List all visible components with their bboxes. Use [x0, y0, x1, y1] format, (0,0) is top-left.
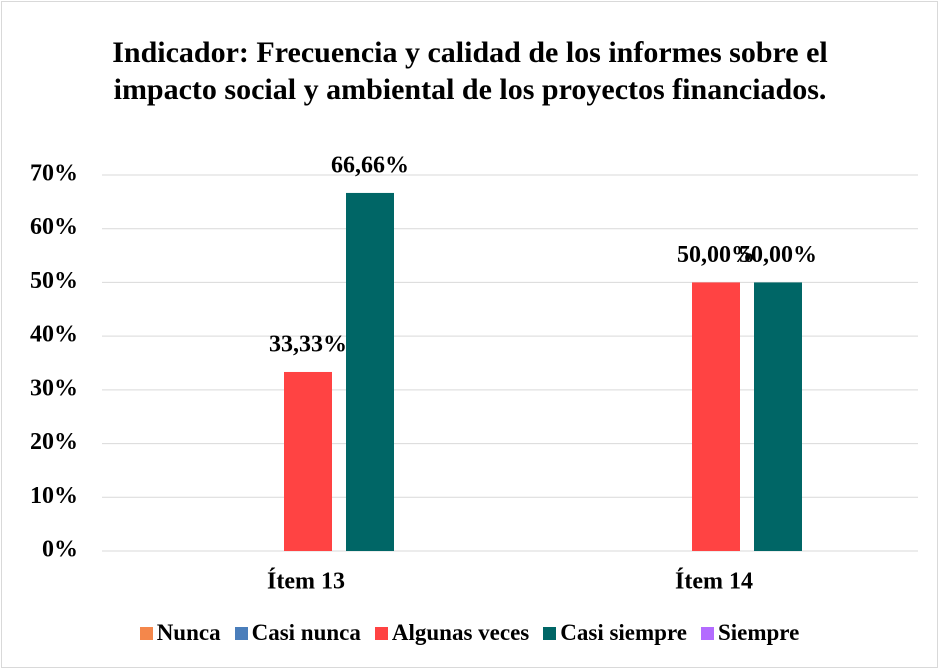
legend: Nunca Casi nunca Algunas veces Casi siempre… [0, 620, 939, 646]
data-label: 33,33% [269, 331, 347, 357]
x-tick-label: Ítem 14 [675, 569, 753, 595]
y-tick-label: 0% [42, 537, 78, 563]
legend-swatch [543, 626, 557, 640]
y-tick-label: 50% [30, 268, 78, 294]
y-tick-label: 70% [30, 161, 78, 187]
bar [284, 371, 332, 551]
legend-label: Casi siempre [560, 620, 687, 645]
y-tick-label: 60% [30, 214, 78, 240]
y-tick-label: 10% [30, 483, 78, 509]
y-tick-label: 20% [30, 429, 78, 455]
legend-item: Siempre [700, 620, 800, 646]
y-tick-label: 30% [30, 375, 78, 401]
legend-item: Casi nunca [234, 620, 361, 646]
bar [346, 192, 394, 552]
data-label: 50,00% [677, 242, 755, 268]
legend-item: Algunas veces [374, 620, 530, 646]
y-tick-label: 40% [30, 322, 78, 348]
x-tick-label: Ítem 13 [267, 569, 345, 595]
legend-swatch [700, 626, 714, 640]
legend-swatch [234, 626, 248, 640]
data-label: 50,00% [739, 242, 817, 268]
legend-item: Casi siempre [543, 620, 687, 646]
data-label: 66,66% [331, 152, 409, 178]
chart-title: Indicador: Frecuencia y calidad de los i… [112, 36, 828, 106]
legend-label: Nunca [156, 620, 221, 645]
legend-swatch [139, 626, 153, 640]
legend-item: Nunca [139, 620, 221, 646]
legend-label: Casi nunca [251, 620, 361, 645]
legend-label: Siempre [717, 620, 800, 645]
bar [754, 282, 802, 551]
legend-label: Algunas veces [391, 620, 530, 645]
bar [692, 282, 740, 551]
legend-swatch [374, 626, 388, 640]
